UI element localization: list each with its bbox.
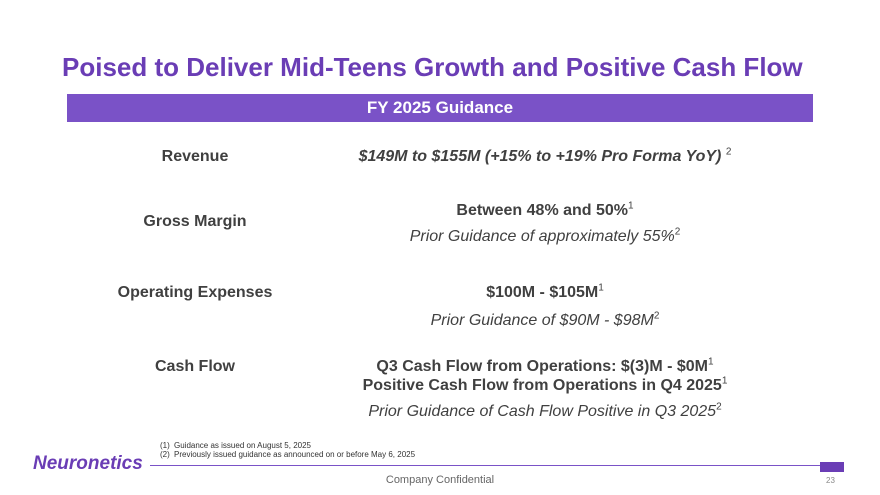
- footnote-2-number: (2): [160, 450, 170, 459]
- cash-flow-prior: Prior Guidance of Cash Flow Positive in …: [368, 403, 717, 420]
- revenue-value: $149M to $155M (+15% to +19% Pro Forma Y…: [358, 148, 722, 165]
- cash-flow-q4-ref: 1: [721, 375, 728, 387]
- footnote-2: (2) Previously issued guidance as announc…: [160, 450, 415, 459]
- opex-footnote-ref: 1: [598, 282, 604, 294]
- footnote-1: (1) Guidance as issued on August 5, 2025: [160, 441, 311, 450]
- row-value-cash-flow-2: Positive Cash Flow from Operations in Q4…: [320, 375, 770, 395]
- opex-prior: Prior Guidance of $90M - $98M: [430, 312, 654, 329]
- cash-flow-prior-ref: 2: [716, 401, 722, 413]
- cash-flow-q3-ref: 1: [708, 356, 714, 368]
- row-prior-gross-margin: Prior Guidance of approximately 55%2: [320, 226, 770, 246]
- row-label-opex: Operating Expenses: [117, 284, 273, 301]
- row-value-gross-margin: Between 48% and 50%1: [320, 200, 770, 220]
- footnote-2-text: Previously issued guidance as announced …: [174, 450, 416, 459]
- opex-prior-ref: 2: [653, 310, 660, 322]
- gross-margin-prior-ref: 2: [674, 226, 681, 238]
- row-value-opex: $100M - $105M1: [320, 282, 770, 302]
- footer-divider: [150, 465, 842, 466]
- footnote-1-number: (1): [160, 441, 170, 450]
- row-label-revenue: Revenue: [161, 148, 229, 165]
- gross-margin-value: Between 48% and 50%: [456, 202, 629, 219]
- revenue-footnote-ref: 2: [725, 146, 732, 158]
- row-value-revenue: $149M to $155M (+15% to +19% Pro Forma Y…: [320, 146, 770, 166]
- footnote-1-text: Guidance as issued on August 5, 2025: [174, 441, 311, 450]
- gross-margin-footnote-ref: 1: [628, 200, 634, 212]
- page-number: 23: [826, 476, 835, 485]
- footer-accent-block: [820, 462, 844, 472]
- confidential-label: Company Confidential: [385, 474, 495, 486]
- gross-margin-prior: Prior Guidance of approximately 55%: [409, 228, 675, 245]
- guidance-banner: FY 2025 Guidance: [67, 94, 813, 122]
- slide-title: Poised to Deliver Mid-Teens Growth and P…: [62, 52, 803, 82]
- cash-flow-value-q4: Positive Cash Flow from Operations in Q4…: [362, 377, 722, 394]
- row-prior-cash-flow: Prior Guidance of Cash Flow Positive in …: [320, 401, 770, 421]
- row-label-gross-margin: Gross Margin: [143, 213, 247, 230]
- company-logo: Neuronetics: [33, 453, 143, 474]
- opex-value: $100M - $105M: [486, 284, 599, 301]
- row-value-cash-flow-1: Q3 Cash Flow from Operations: $(3)M - $0…: [320, 356, 770, 376]
- cash-flow-value-q3: Q3 Cash Flow from Operations: $(3)M - $0…: [376, 358, 709, 375]
- row-label-cash-flow: Cash Flow: [154, 358, 235, 375]
- row-prior-opex: Prior Guidance of $90M - $98M2: [320, 310, 770, 330]
